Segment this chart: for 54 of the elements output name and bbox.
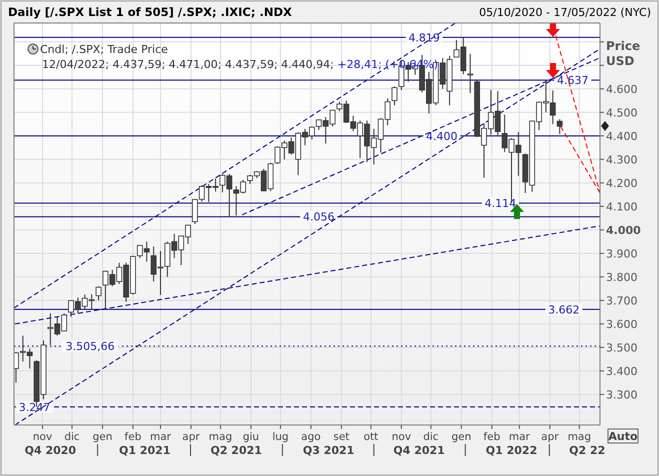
chart-subtitle: 05/10/2020 - 17/05/2022 (NYC) xyxy=(479,6,651,19)
y-tick-label: 3.600 xyxy=(606,318,638,331)
y-tick-label: 3.400 xyxy=(606,364,638,378)
x-tick-label: nov xyxy=(392,431,412,443)
ref-line-label: 3.505,66 xyxy=(66,340,115,354)
x2-tick-label: Q1 2022 xyxy=(486,444,538,457)
y-tick-label: 4.200 xyxy=(606,176,638,190)
x2-tick-label: Q2 22 xyxy=(569,444,606,457)
x-tick-label: gen xyxy=(451,431,472,443)
ref-line-label: 4.114 xyxy=(484,197,516,210)
ref-line-label: 4.637 xyxy=(556,74,588,88)
ref-line-label: 3.247 xyxy=(18,400,50,414)
x-tick-label: giu xyxy=(242,431,260,443)
x-tick-label: lug xyxy=(272,431,289,443)
x-tick-label: dic xyxy=(64,431,80,443)
y-tick-label: 4.500 xyxy=(606,106,638,120)
x2-tick-label: Q4 2021 xyxy=(393,444,445,457)
ref-line-label: 3.662 xyxy=(548,303,580,316)
y-tick-label: 4.100 xyxy=(606,200,638,214)
text: Auto xyxy=(608,430,638,443)
y-tick-label: 4.000 xyxy=(606,224,642,237)
annotation: Cndl; /.SPX; Trade Price xyxy=(40,43,168,56)
x-tick-label: feb xyxy=(124,431,142,443)
x2-tick-label: Q4 2020 xyxy=(24,444,76,457)
x-tick-label: mag xyxy=(208,431,232,443)
x-tick-label: dic xyxy=(423,431,439,443)
y-axis-title: Price USD xyxy=(606,39,640,68)
x-tick-label: ott xyxy=(364,431,378,443)
x2-tick-label: Q3 2021 xyxy=(302,444,354,457)
x-tick-label: apr xyxy=(541,431,560,443)
x2-tick-label: Q2 2021 xyxy=(210,444,262,457)
ref-line-label: 4.819 xyxy=(408,31,440,44)
x-tick-label: set xyxy=(333,431,350,443)
x-tick-label: apr xyxy=(182,431,200,443)
ref-line-label: 4.400 xyxy=(426,130,458,143)
y-tick-label: 4.300 xyxy=(606,153,638,166)
y-tick-label: 3.900 xyxy=(606,247,638,260)
x-tick-label: nov xyxy=(32,431,52,443)
ref-line-label: 4.056 xyxy=(302,210,334,224)
y-tick-label: 3.500 xyxy=(606,341,638,354)
x-tick-label: feb xyxy=(483,431,501,443)
y-tick-label: 4.600 xyxy=(606,82,638,96)
x-tick-label: gen xyxy=(92,431,112,443)
y-tick-label: 3.800 xyxy=(606,270,638,284)
x-tick-label: mar xyxy=(508,431,531,443)
x2-tick-label: Q1 2021 xyxy=(119,444,170,457)
y-tick-label: 3.300 xyxy=(606,388,638,402)
y-tick-label: 3.700 xyxy=(606,294,638,308)
x-tick-label: mag xyxy=(568,431,592,443)
x-tick-label: ago xyxy=(301,431,321,443)
x-tick-label: mar xyxy=(150,431,172,443)
chart-title: Daily [/.SPX List 1 of 505] /.SPX; .IXIC; .NDX xyxy=(8,5,292,19)
y-tick-label: 4.400 xyxy=(606,130,638,143)
annotation: 12/04/2022; 4.437,59; 4.471,00; 4.437,59; 4.440,94; xyxy=(42,58,334,71)
